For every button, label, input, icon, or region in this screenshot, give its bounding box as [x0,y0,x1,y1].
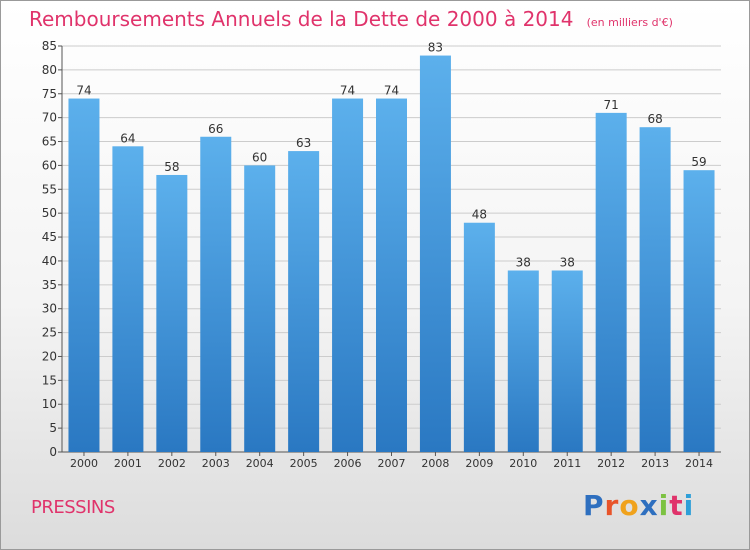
bar [683,170,715,452]
data-label: 38 [560,255,575,269]
bar [507,270,539,452]
x-tick-label: 2012 [597,457,625,470]
y-tick-label: 65 [42,135,57,149]
logo-letter: i [683,489,695,522]
bar [463,222,495,452]
commune-name: PRESSINS [31,497,115,518]
data-label: 74 [384,84,399,98]
logo-letter: P [583,489,605,522]
y-tick-label: 70 [42,111,57,125]
x-tick-label: 2005 [290,457,318,470]
y-tick-label: 15 [42,373,57,387]
y-tick-label: 60 [42,158,57,172]
logo-letter: o [619,489,640,522]
bar [419,55,451,452]
bar [551,270,583,452]
bar [332,98,364,453]
logo-letter: i [658,489,670,522]
data-label: 58 [164,160,179,174]
x-tick-label: 2009 [465,457,493,470]
bar [595,112,627,452]
x-tick-label: 2000 [70,457,98,470]
bar [244,165,276,453]
bar [288,151,320,453]
chart-title: Remboursements Annuels de la Dette de 20… [29,7,574,31]
x-tick-label: 2014 [685,457,713,470]
data-label: 48 [472,208,487,222]
x-tick-label: 2006 [334,457,362,470]
x-tick-label: 2008 [421,457,449,470]
data-label: 66 [208,122,223,136]
x-tick-label: 2003 [202,457,230,470]
y-tick-label: 40 [42,254,57,268]
bar [68,98,100,453]
bars [68,55,715,453]
data-label: 59 [691,155,706,169]
data-label: 63 [296,136,311,150]
y-tick-label: 50 [42,206,57,220]
x-tick-label: 2001 [114,457,142,470]
y-tick-label: 20 [42,349,57,363]
data-label: 68 [647,112,662,126]
x-tick-label: 2013 [641,457,669,470]
x-tick-label: 2011 [553,457,581,470]
y-tick-label: 35 [42,278,57,292]
y-tick-label: 55 [42,182,57,196]
y-tick-label: 75 [42,87,57,101]
x-tick-label: 2007 [378,457,406,470]
x-tick-label: 2010 [509,457,537,470]
bar [112,146,144,452]
y-tick-label: 30 [42,302,57,316]
y-tick-label: 0 [49,445,57,459]
data-label: 71 [604,98,619,112]
data-label: 74 [76,84,91,98]
bar [200,136,232,453]
bar [156,174,188,452]
bar [376,98,407,453]
y-tick-label: 45 [42,230,57,244]
y-tick-label: 10 [42,397,57,411]
data-labels: 74 64 58 66 60 63 74 74 83 48 38 38 71 68 59 [76,41,706,270]
data-label: 60 [252,150,267,164]
chart-unit: (en milliers d'€) [586,16,673,29]
x-tick-label: 2004 [246,457,274,470]
logo-letter: r [604,489,620,522]
bar [639,127,671,452]
x-tick-label: 2002 [158,457,186,470]
y-tick-label: 25 [42,326,57,340]
data-label: 83 [428,41,443,55]
data-label: 74 [340,84,355,98]
data-label: 64 [120,131,135,145]
logo-letter: x [639,489,659,522]
data-label: 38 [516,255,531,269]
logo-letter: t [669,489,684,522]
proxiti-logo: Proxiti [583,489,694,522]
y-tick-label: 85 [42,39,57,53]
y-tick-label: 5 [49,421,57,435]
y-tick-label: 80 [42,63,57,77]
title-block: Remboursements Annuels de la Dette de 20… [29,7,673,31]
